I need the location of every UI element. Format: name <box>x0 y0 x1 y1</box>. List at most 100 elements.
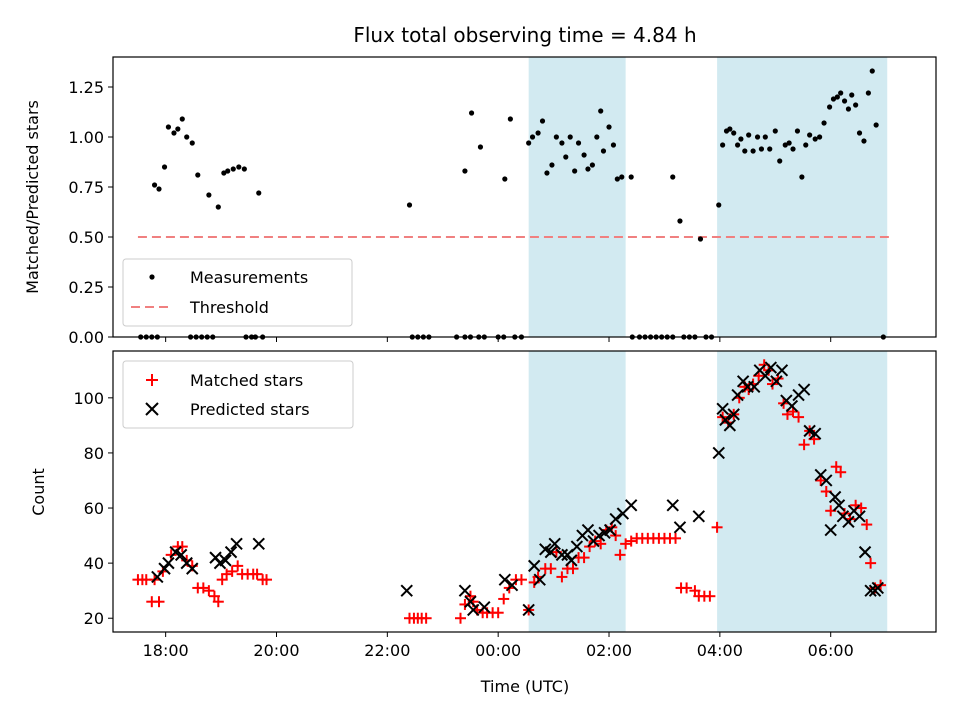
x-axis-label: Time (UTC) <box>480 677 569 696</box>
y-tick-label: 100 <box>73 389 104 408</box>
y-tick-label: 80 <box>84 444 104 463</box>
top-legend-box <box>122 258 353 327</box>
matched-point <box>197 582 209 594</box>
matched-point <box>830 461 842 473</box>
measurement-point <box>502 176 508 182</box>
x-tick-label: 22:00 <box>364 641 410 660</box>
matched-point <box>625 535 637 547</box>
top-y-axis-label: Matched/Predicted stars <box>23 100 42 294</box>
measurement-point <box>767 146 773 152</box>
predicted-point <box>498 573 512 586</box>
matched-point <box>835 466 847 478</box>
predicted-point <box>723 419 737 432</box>
measurement-point <box>754 134 761 140</box>
matched-point <box>798 439 810 451</box>
measurement-point <box>758 146 765 152</box>
x-tick-label: 06:00 <box>808 641 854 660</box>
predicted-point <box>731 388 744 402</box>
measurement-point <box>865 90 871 96</box>
measurement-point <box>727 126 733 132</box>
bottom-shaded-intervals <box>528 351 888 632</box>
measurement-point <box>734 142 741 148</box>
measurement-point <box>544 170 550 176</box>
top-y-ticks: 0.00 0.25 0.50 0.75 1.00 1.25 <box>68 78 113 347</box>
shaded-interval <box>717 57 888 337</box>
measurement-point <box>563 154 569 160</box>
measurement-point <box>549 162 555 168</box>
measurement-point <box>594 134 600 140</box>
predicted-point <box>224 545 238 559</box>
predicted-point <box>727 408 740 421</box>
matched-point <box>711 521 723 533</box>
measurement-point <box>677 218 683 224</box>
predicted-point <box>400 584 413 597</box>
measurement-point <box>786 140 792 146</box>
predicted-point <box>219 554 232 567</box>
measurement-point <box>799 174 805 180</box>
top-x-ticks <box>165 337 832 342</box>
matched-point <box>578 552 590 564</box>
measurement-point <box>856 130 863 136</box>
predicted-point <box>505 578 519 592</box>
matched-point <box>498 593 510 605</box>
y-tick-label: 1.00 <box>68 128 104 147</box>
top-shaded-intervals <box>528 57 888 337</box>
measurement-point <box>184 134 190 140</box>
predicted-point <box>824 523 837 537</box>
measurement-point <box>507 116 513 122</box>
predicted-point <box>673 521 687 534</box>
legend-measurements-label: Measurements <box>190 268 308 287</box>
legend-measurements-marker <box>149 274 155 280</box>
predicted-point <box>467 603 480 617</box>
predicted-point <box>548 537 561 551</box>
y-tick-label: 60 <box>84 499 104 518</box>
predicted-point <box>603 523 617 537</box>
shaded-interval <box>528 57 626 337</box>
predicted-point <box>522 603 535 617</box>
measurement-point <box>526 140 532 146</box>
measurement-point <box>821 120 827 126</box>
matched-point <box>216 574 228 586</box>
predicted-point <box>158 562 171 575</box>
matched-point <box>670 532 682 544</box>
measurement-point <box>794 128 801 134</box>
predicted-point <box>565 554 578 567</box>
top-panel: 0.00 0.25 0.50 0.75 1.00 1.25 Matched/Predict… <box>23 56 937 347</box>
measurement-point <box>567 134 573 140</box>
predicted-point <box>797 383 811 396</box>
predicted-point <box>712 446 725 460</box>
measurement-point <box>206 192 212 198</box>
matched-point <box>815 474 827 486</box>
measurement-point <box>746 132 752 138</box>
measurement-point <box>151 182 158 188</box>
measurement-point <box>750 148 756 154</box>
measurement-point <box>600 148 607 154</box>
predicted-point <box>533 573 546 586</box>
predicted-point <box>624 499 638 512</box>
matched-point <box>176 541 188 553</box>
bottom-y-axis-label: Count <box>29 468 48 516</box>
x-tick-label: 00:00 <box>475 641 521 660</box>
bottom-legend: Matched stars Predicted stars <box>122 360 354 429</box>
measurement-point <box>559 140 565 146</box>
y-tick-label: 20 <box>84 609 104 628</box>
measurement-point <box>720 142 726 148</box>
measurement-point <box>468 110 475 116</box>
measurement-point <box>614 176 620 182</box>
measurement-point <box>790 146 796 152</box>
measurement-point <box>589 162 595 168</box>
matched-point <box>492 607 504 619</box>
predicted-point <box>820 474 833 487</box>
predicted-point <box>858 545 872 559</box>
y-tick-label: 40 <box>84 554 104 573</box>
measurement-point <box>762 134 768 140</box>
measurement-point <box>861 138 867 144</box>
predicted-point <box>666 499 679 512</box>
measurement-point <box>553 134 559 140</box>
matched-point <box>584 541 596 553</box>
matched-point <box>153 596 165 608</box>
measurement-point <box>221 170 227 176</box>
bottom-panel-frame <box>112 350 937 633</box>
predicted-point <box>570 540 584 553</box>
predicted-point <box>864 584 877 597</box>
